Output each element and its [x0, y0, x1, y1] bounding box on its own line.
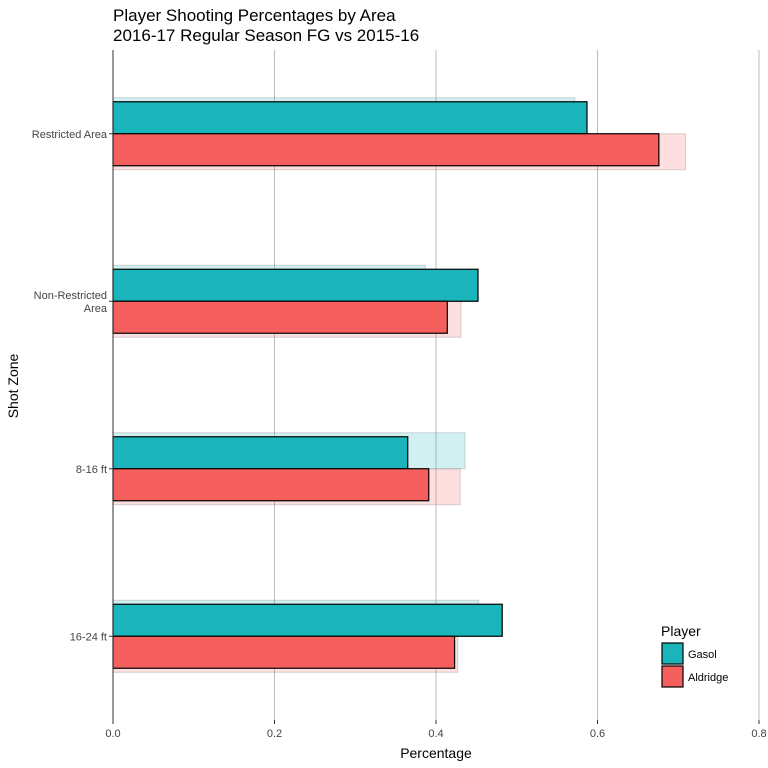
y-tick-label: 16-24 ft	[70, 631, 107, 643]
legend-title: Player	[661, 623, 701, 639]
x-tick-label: 0.0	[105, 728, 120, 740]
bars	[112, 97, 687, 673]
bar-2016-17	[112, 436, 409, 470]
x-tick-label: 0.6	[590, 728, 605, 740]
x-tick-label: 0.8	[751, 728, 766, 740]
bar-2016-17	[112, 133, 660, 167]
bar-2016-17	[112, 603, 503, 637]
chart-title: Player Shooting Percentages by Area	[113, 6, 396, 25]
x-tick-label: 0.2	[267, 728, 282, 740]
legend: Player Gasol Aldridge	[661, 623, 728, 688]
bar-2016-17	[112, 101, 588, 135]
axes: 0.0 0.2 0.4 0.6 0.8 Restricted Area Non-Restri…	[32, 50, 767, 740]
y-tick-label: Area	[84, 303, 108, 315]
bar-2016-17	[112, 300, 448, 334]
legend-key	[661, 665, 684, 688]
y-axis-title: Shot Zone	[5, 353, 21, 418]
y-tick-label: Restricted Area	[32, 129, 108, 141]
bar-2016-17	[112, 268, 479, 302]
legend-key	[661, 642, 684, 665]
y-tick-label: 8-16 ft	[76, 464, 107, 476]
y-tick-label: Non-Restricted	[34, 290, 107, 302]
legend-label: Gasol	[688, 649, 717, 661]
bar-2016-17	[112, 468, 430, 502]
bar-2016-17	[112, 635, 456, 669]
legend-label: Aldridge	[688, 672, 728, 684]
x-axis-title: Percentage	[400, 745, 472, 761]
chart-subtitle: 2016-17 Regular Season FG vs 2015-16	[113, 26, 419, 45]
x-tick-label: 0.4	[428, 728, 443, 740]
